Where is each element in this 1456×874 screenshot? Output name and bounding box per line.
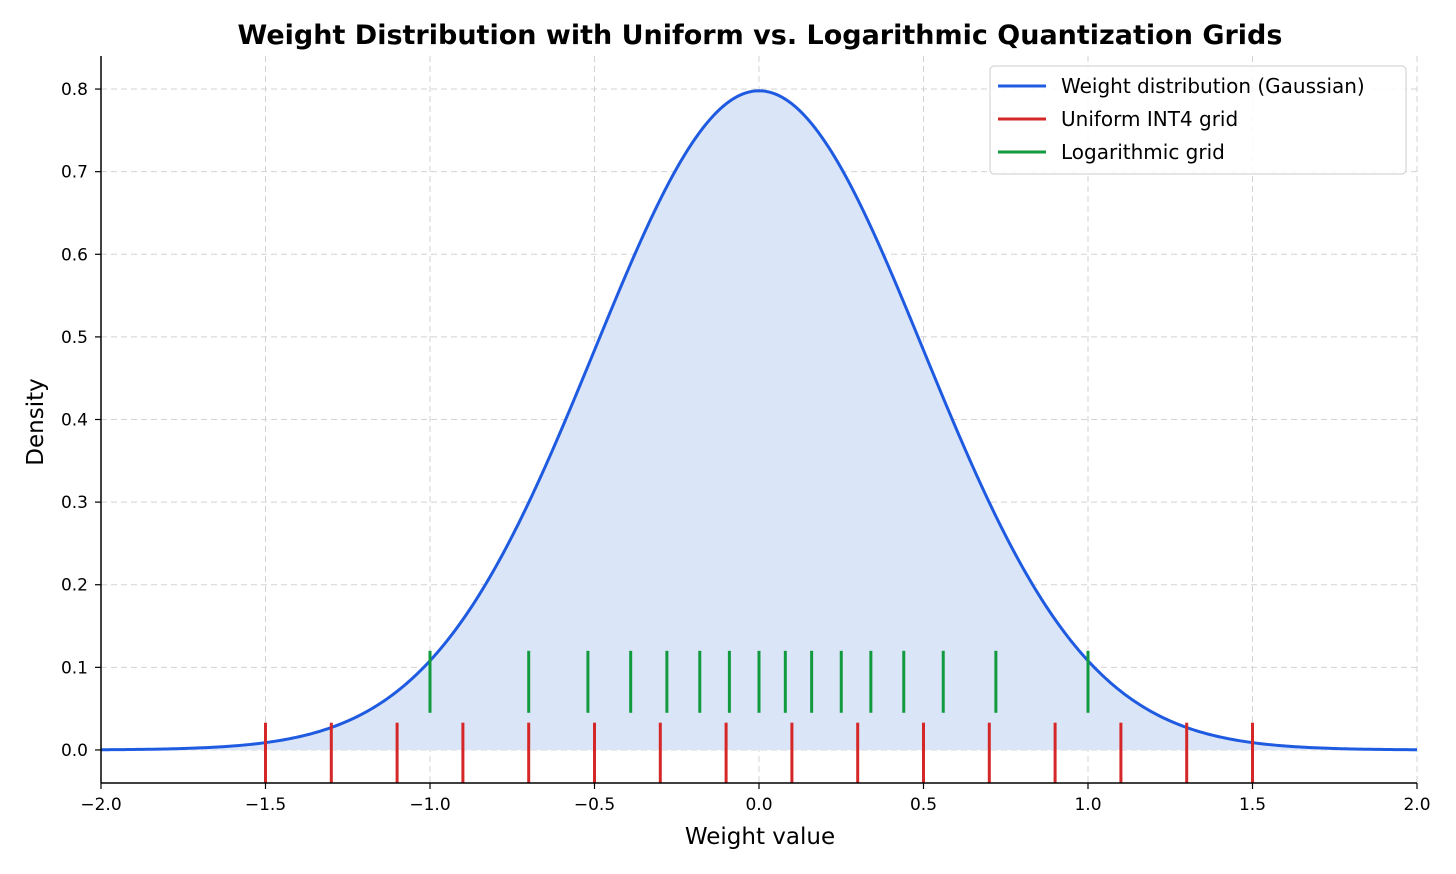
x-tick-label: −1.0	[409, 795, 450, 815]
legend: Weight distribution (Gaussian) Uniform I…	[989, 65, 1407, 175]
x-tick-label: 2.0	[1403, 795, 1430, 815]
y-tick-label: 0.0	[61, 741, 88, 761]
legend-label-log: Logarithmic grid	[1061, 140, 1225, 164]
y-axis-ticks: 0.0 0.1 0.2 0.3 0.4 0.5 0.6 0.7 0.8	[61, 80, 101, 761]
legend-box	[989, 65, 1407, 175]
y-tick-label: 0.2	[61, 576, 88, 596]
x-tick-label: 1.0	[1074, 795, 1101, 815]
quantization-grid-ticks	[264, 650, 1254, 783]
y-tick-label: 0.1	[61, 658, 88, 678]
y-tick-label: 0.3	[61, 493, 88, 513]
x-axis-ticks: −2.0 −1.5 −1.0 −0.5 0.0 0.5 1.0 1.5 2.0	[80, 783, 1431, 815]
y-tick-label: 0.8	[61, 80, 88, 100]
y-tick-label: 0.7	[61, 163, 88, 183]
x-axis-label: Weight value	[685, 824, 835, 850]
x-tick-label: 1.5	[1239, 795, 1266, 815]
y-tick-label: 0.5	[61, 328, 88, 348]
x-tick-label: −1.5	[245, 795, 286, 815]
y-axis-label: Density	[23, 378, 49, 465]
density-curve	[100, 89, 1418, 752]
x-tick-label: −2.0	[80, 795, 121, 815]
legend-label-gaussian: Weight distribution (Gaussian)	[1061, 74, 1365, 98]
x-tick-label: −0.5	[574, 795, 615, 815]
chart-title: Weight Distribution with Uniform vs. Log…	[238, 20, 1283, 51]
density-fill-area	[101, 90, 1417, 750]
x-tick-label: 0.5	[910, 795, 937, 815]
y-tick-label: 0.6	[61, 245, 88, 265]
y-tick-label: 0.4	[61, 411, 88, 431]
x-tick-label: 0.0	[745, 795, 772, 815]
legend-label-uniform: Uniform INT4 grid	[1061, 107, 1238, 131]
